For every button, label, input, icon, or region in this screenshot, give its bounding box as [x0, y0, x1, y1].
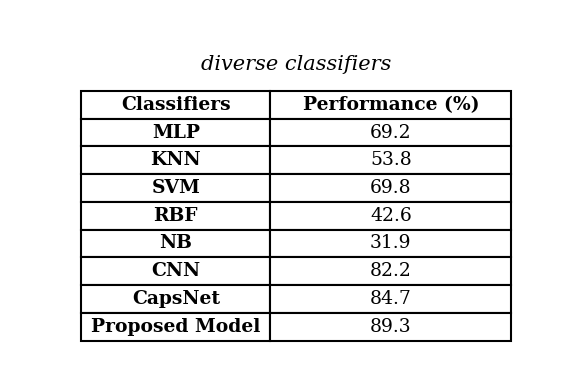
Bar: [271, 146, 512, 174]
Bar: [81, 174, 271, 202]
Bar: [271, 230, 512, 257]
Text: Performance (%): Performance (%): [302, 96, 479, 114]
Text: diverse classifiers: diverse classifiers: [201, 55, 391, 74]
Text: 69.2: 69.2: [370, 124, 412, 142]
Text: CNN: CNN: [151, 262, 201, 280]
Text: Proposed Model: Proposed Model: [91, 318, 261, 336]
Bar: [271, 202, 512, 230]
Text: 42.6: 42.6: [370, 207, 412, 225]
Text: SVM: SVM: [151, 179, 200, 197]
Bar: [271, 91, 512, 119]
Bar: [81, 202, 271, 230]
Bar: [81, 230, 271, 257]
Text: NB: NB: [160, 234, 192, 252]
Text: 53.8: 53.8: [370, 151, 412, 169]
Bar: [81, 119, 271, 146]
Bar: [81, 313, 271, 340]
Text: Classifiers: Classifiers: [121, 96, 231, 114]
Bar: [81, 146, 271, 174]
Text: MLP: MLP: [152, 124, 200, 142]
Bar: [81, 91, 271, 119]
Text: KNN: KNN: [150, 151, 201, 169]
Bar: [271, 174, 512, 202]
Text: RBF: RBF: [154, 207, 198, 225]
Text: 82.2: 82.2: [370, 262, 412, 280]
Text: CapsNet: CapsNet: [132, 290, 220, 308]
Bar: [271, 257, 512, 285]
Bar: [271, 285, 512, 313]
Text: 84.7: 84.7: [370, 290, 412, 308]
Bar: [271, 313, 512, 340]
Text: 69.8: 69.8: [370, 179, 412, 197]
Bar: [271, 119, 512, 146]
Text: 89.3: 89.3: [370, 318, 412, 336]
Bar: [81, 257, 271, 285]
Text: 31.9: 31.9: [370, 234, 412, 252]
Bar: [81, 285, 271, 313]
